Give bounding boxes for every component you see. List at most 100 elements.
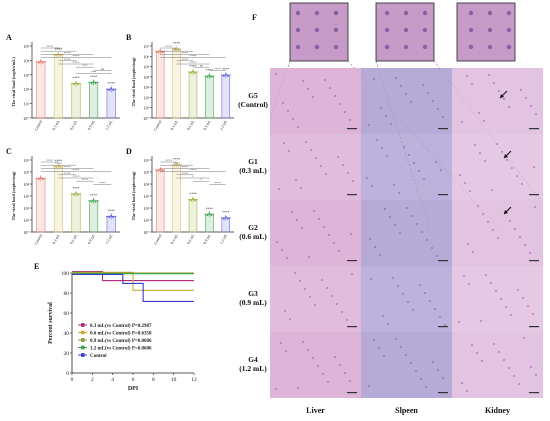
tissue-dot — [421, 231, 423, 233]
tissue-dot — [301, 227, 303, 229]
tissue-dot — [413, 162, 415, 164]
tissue-dot — [514, 228, 516, 230]
tissue-dot — [511, 167, 513, 169]
tissue-dot — [338, 250, 340, 252]
cell-nucleus — [333, 27, 339, 33]
data-point — [159, 49, 162, 52]
y-tick-label: 10⁰ — [143, 230, 149, 235]
x-tick-label: 0.3 mL — [170, 119, 179, 131]
data-point — [208, 212, 211, 215]
x-tick-label: Control — [34, 120, 43, 132]
data-point — [222, 75, 225, 77]
data-point — [157, 51, 160, 54]
histology-tile — [361, 200, 452, 266]
data-point — [157, 169, 160, 172]
tissue-dot — [339, 364, 341, 366]
significance-label: **** — [214, 181, 221, 185]
tissue-dot — [495, 290, 497, 292]
significance-label: **** — [55, 48, 62, 52]
data-point — [206, 214, 209, 217]
data-point — [37, 61, 40, 64]
data-point — [59, 166, 62, 169]
tissue-dot — [437, 369, 439, 371]
tissue-dot — [488, 74, 490, 76]
cell-nucleus — [314, 10, 320, 16]
data-point — [110, 87, 113, 90]
data-point — [226, 217, 229, 220]
significance-label: **** — [99, 181, 106, 185]
y-axis-label: The viral load (copies/mg) — [11, 171, 16, 220]
tissue-dot — [308, 256, 310, 258]
scale-bar — [438, 326, 448, 328]
tissue-dot — [418, 170, 420, 172]
tissue-dot — [314, 304, 316, 306]
cell-nucleus — [487, 10, 493, 16]
tissue-dot — [368, 124, 370, 126]
tissue-dot — [476, 352, 478, 354]
data-point — [112, 216, 115, 219]
y-tick-label: 10⁴ — [23, 58, 29, 63]
tissue-dot — [288, 150, 290, 152]
y-tick-label: 20 — [64, 351, 70, 357]
tissue-dot — [380, 107, 382, 109]
tissue-dot — [535, 113, 537, 115]
y-axis-label: The viral load (copies/mL) — [11, 57, 16, 107]
data-point — [210, 76, 213, 78]
tissue-dot — [373, 78, 375, 80]
bar-significance: **** — [108, 209, 115, 213]
tissue-dot — [312, 96, 314, 98]
tissue-dot — [459, 174, 461, 176]
x-tick-label: 1.2 mL — [105, 119, 114, 131]
y-tick-label: 10⁷ — [143, 44, 149, 49]
x-tick-label: Control — [153, 120, 162, 132]
tissue-dot — [492, 229, 494, 231]
data-point — [75, 191, 77, 194]
tissue-dot — [480, 320, 482, 322]
panel-letter: F — [252, 13, 257, 22]
bar — [106, 88, 116, 119]
cell-nucleus — [422, 10, 428, 16]
y-axis-label: The viral load (copies/mg) — [131, 57, 136, 106]
tissue-dot — [339, 103, 341, 105]
tissue-dot — [282, 102, 284, 104]
bar-significance: **** — [55, 159, 62, 163]
cell-nucleus — [403, 10, 409, 16]
bar — [89, 82, 99, 119]
data-point — [190, 72, 192, 74]
y-tick-label: 10¹ — [24, 218, 30, 223]
y-tick-label: 40 — [64, 331, 70, 337]
tissue-dot — [416, 223, 418, 225]
cell-nucleus — [468, 44, 474, 50]
data-point — [210, 214, 213, 217]
lesion-arrow-head — [504, 154, 508, 158]
tissue-dot — [287, 110, 289, 112]
tissue-dot — [307, 349, 309, 351]
y-axis-label: Percent survival — [48, 302, 54, 344]
scale-bar — [529, 194, 539, 196]
cell-nucleus — [403, 44, 409, 50]
significance-label: **** — [165, 45, 172, 49]
tissue-dot — [310, 149, 312, 151]
y-tick-label: 60 — [64, 311, 70, 317]
bar-significance: **** — [189, 65, 196, 69]
group-dose-label: (0.9 mL) — [239, 298, 267, 307]
significance-label: * — [192, 175, 194, 179]
tissue-dot — [347, 172, 349, 174]
tissue-dot — [522, 297, 524, 299]
significance-label: **** — [46, 45, 53, 49]
tissue-dot — [498, 90, 500, 92]
y-tick-label: 10² — [24, 87, 30, 92]
tissue-dot — [466, 75, 468, 77]
lesion-arrow-head — [500, 94, 504, 98]
tissue-dot — [469, 190, 471, 192]
significance-label: **** — [64, 57, 71, 61]
tissue-dot — [478, 112, 480, 114]
bar — [53, 165, 63, 233]
histology-tile — [270, 134, 361, 200]
tissue-dot — [328, 234, 330, 236]
panel-letter: D — [126, 147, 132, 156]
x-tick-label: 0.9 mL — [87, 119, 96, 131]
significance-label: **** — [190, 61, 197, 65]
bar — [188, 199, 198, 233]
tissue-dot — [344, 111, 346, 113]
